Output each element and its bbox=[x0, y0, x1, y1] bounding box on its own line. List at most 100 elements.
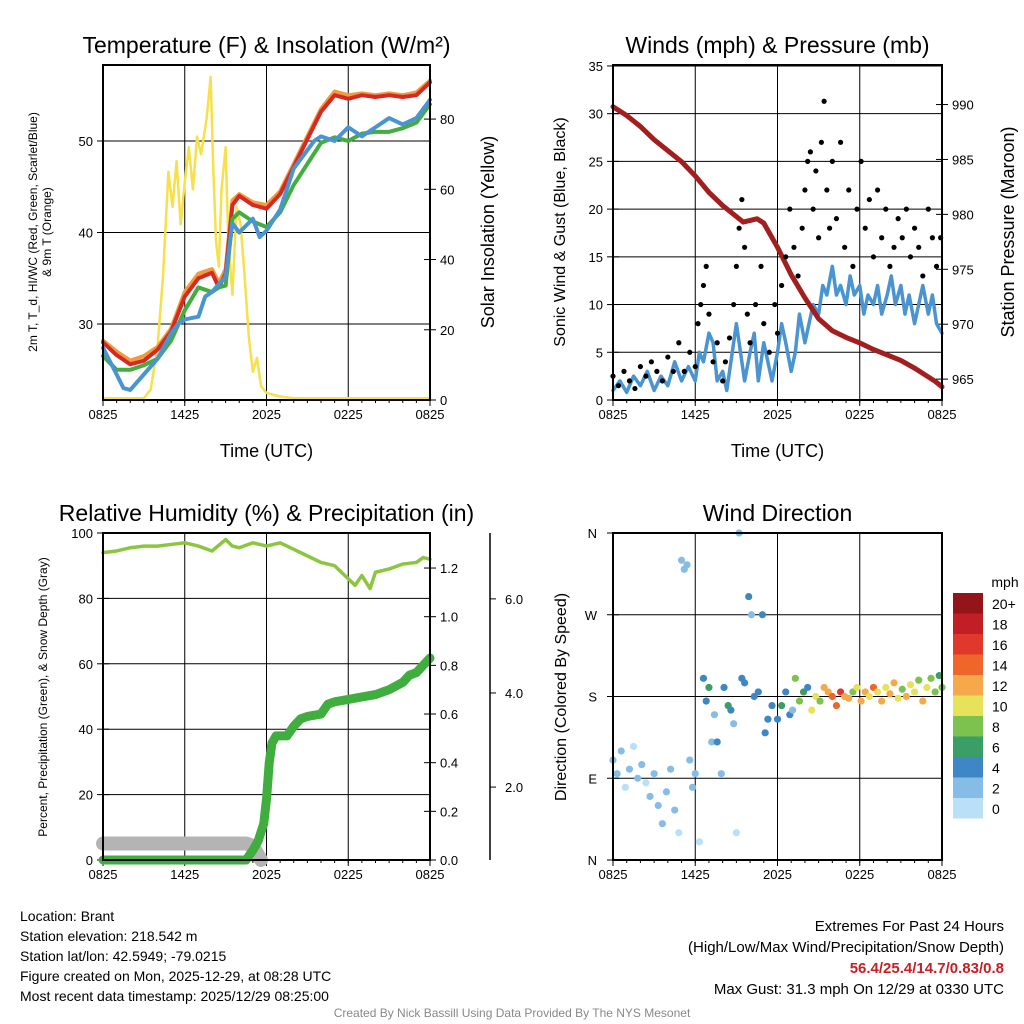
x-tick-label: 1425 bbox=[681, 407, 710, 422]
elevation-text: Station elevation: 218.542 m bbox=[20, 928, 198, 944]
station-info: Location: Brant Station elevation: 218.5… bbox=[20, 906, 331, 1006]
direction-point bbox=[658, 820, 666, 828]
y-axis-label: 20 bbox=[79, 788, 93, 803]
gust-point bbox=[829, 158, 835, 164]
colorbar-label: 4 bbox=[992, 760, 1000, 776]
direction-point bbox=[795, 697, 804, 705]
colorbar-label: 10 bbox=[992, 699, 1008, 715]
x-tick-label: 0225 bbox=[845, 867, 874, 882]
gust-point bbox=[731, 301, 737, 308]
gust-point bbox=[626, 378, 633, 384]
gust-point bbox=[687, 349, 693, 355]
direction-point bbox=[675, 829, 683, 837]
direction-point bbox=[857, 697, 865, 705]
gust-point bbox=[866, 196, 872, 203]
direction-point bbox=[845, 694, 853, 702]
direction-point bbox=[768, 701, 776, 710]
x-tick-label: 0825 bbox=[599, 407, 628, 422]
x-tick-label: 1425 bbox=[170, 867, 199, 882]
created-text: Figure created on Mon, 2025-12-29, at 08… bbox=[20, 968, 332, 984]
x-tick-label: 0225 bbox=[334, 867, 363, 882]
colorbar-label: 8 bbox=[992, 719, 1000, 735]
x-tick-label: 1425 bbox=[170, 407, 199, 422]
colorbar-label: 2 bbox=[992, 781, 1000, 797]
plot-frame bbox=[612, 532, 943, 861]
y-axis-label-e: E bbox=[588, 771, 597, 786]
colorbar-swatch bbox=[953, 695, 983, 716]
direction-point bbox=[915, 676, 923, 684]
y-axis-label: 30 bbox=[79, 317, 93, 332]
gust-point bbox=[703, 263, 709, 269]
direction-point bbox=[650, 770, 658, 778]
precip-axis-label: 0.8 bbox=[440, 658, 458, 673]
gust-point bbox=[933, 263, 940, 269]
y2-axis-label: 60 bbox=[440, 182, 454, 197]
direction-point bbox=[727, 706, 735, 714]
x-tick-label: 1425 bbox=[681, 867, 710, 882]
gust-point bbox=[826, 225, 833, 231]
gust-point bbox=[676, 340, 682, 346]
direction-point bbox=[710, 711, 719, 719]
gust-point bbox=[833, 216, 840, 222]
gust-point bbox=[783, 254, 789, 260]
y-axis-label: 100 bbox=[71, 526, 93, 541]
y-axis-label: 50 bbox=[79, 134, 93, 149]
gust-point bbox=[752, 301, 759, 308]
gust-point bbox=[824, 187, 830, 193]
gust-point bbox=[818, 139, 824, 145]
gust-point bbox=[643, 373, 649, 379]
gust-point bbox=[681, 368, 687, 374]
gust-point bbox=[787, 206, 793, 212]
gust-point bbox=[766, 349, 772, 355]
gust-point bbox=[779, 282, 785, 289]
gust-point bbox=[874, 187, 881, 193]
x-tick-label: 0225 bbox=[845, 407, 874, 422]
colorbar-swatch bbox=[953, 634, 983, 655]
gust-point bbox=[758, 263, 764, 269]
y-axis-label-s: S bbox=[588, 690, 597, 705]
direction-point bbox=[699, 674, 708, 682]
x-tick-label: 0825 bbox=[928, 407, 957, 422]
colorbar-swatch bbox=[953, 613, 983, 634]
gust-point bbox=[929, 235, 936, 241]
gust-point bbox=[722, 359, 729, 365]
y-axis-label: 5 bbox=[596, 345, 603, 360]
series-insolation bbox=[101, 75, 432, 400]
colorbar-swatch bbox=[953, 654, 983, 675]
direction-point bbox=[804, 683, 812, 692]
gust-point bbox=[799, 225, 805, 231]
x-tick-label: 0825 bbox=[928, 867, 957, 882]
gust-point bbox=[744, 311, 750, 317]
direction-point bbox=[910, 688, 919, 696]
y2-axis-label: 975 bbox=[952, 262, 974, 277]
gust-point bbox=[659, 378, 665, 384]
gust-point bbox=[850, 263, 856, 269]
x-tick-label: 0825 bbox=[416, 407, 445, 422]
x-tick-label: 0825 bbox=[599, 867, 628, 882]
y-axis-label: 60 bbox=[79, 657, 93, 672]
y-axis-label: 2m T, T_d, HI/WC (Red, Green, Scarlet/Bl… bbox=[26, 112, 40, 352]
direction-point bbox=[853, 683, 861, 692]
y-axis-label: Sonic Wind & Gust (Blue, Black) bbox=[552, 117, 569, 346]
y-axis-label: Percent, Precipitation (Green), & Snow D… bbox=[36, 557, 50, 836]
direction-point bbox=[828, 692, 836, 701]
gust-point bbox=[920, 273, 926, 279]
direction-point bbox=[713, 738, 721, 746]
y2-axis-label: 985 bbox=[952, 152, 974, 167]
y-axis-label-n: N bbox=[588, 853, 597, 868]
direction-point bbox=[732, 829, 740, 837]
chart-title: Winds (mph) & Pressure (mb) bbox=[625, 32, 929, 58]
gust-point bbox=[891, 244, 897, 250]
colorbar-label: 20+ bbox=[992, 596, 1016, 612]
gust-point bbox=[733, 263, 739, 269]
direction-point bbox=[688, 783, 697, 791]
direction-point bbox=[761, 729, 769, 737]
direction-point bbox=[683, 561, 691, 569]
colorbar-swatch bbox=[953, 593, 983, 614]
gust-point bbox=[821, 98, 827, 104]
y-axis-label: 10 bbox=[589, 298, 603, 313]
direction-point bbox=[778, 701, 786, 710]
direction-point bbox=[677, 556, 686, 564]
y2-axis-label: 965 bbox=[952, 372, 974, 387]
